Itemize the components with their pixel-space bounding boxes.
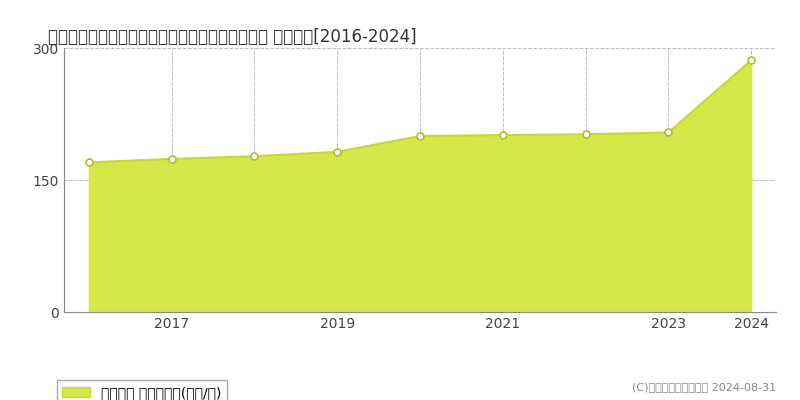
Point xyxy=(662,129,674,136)
Point xyxy=(745,57,758,64)
Text: 東京都目黒区大岡山１丁目８６番１８　地価公示 地価推移[2016-2024]: 東京都目黒区大岡山１丁目８６番１８ 地価公示 地価推移[2016-2024] xyxy=(48,28,417,46)
Point xyxy=(579,131,592,138)
Point xyxy=(82,159,95,166)
Point xyxy=(331,149,344,155)
Point xyxy=(248,153,261,160)
Point xyxy=(166,156,178,162)
Legend: 地価公示 平均坊単価(万円/坪): 地価公示 平均坊単価(万円/坪) xyxy=(57,380,227,400)
Point xyxy=(496,132,509,138)
Text: (C)土地価格ドットコム 2024-08-31: (C)土地価格ドットコム 2024-08-31 xyxy=(632,382,776,392)
Point xyxy=(414,133,426,139)
